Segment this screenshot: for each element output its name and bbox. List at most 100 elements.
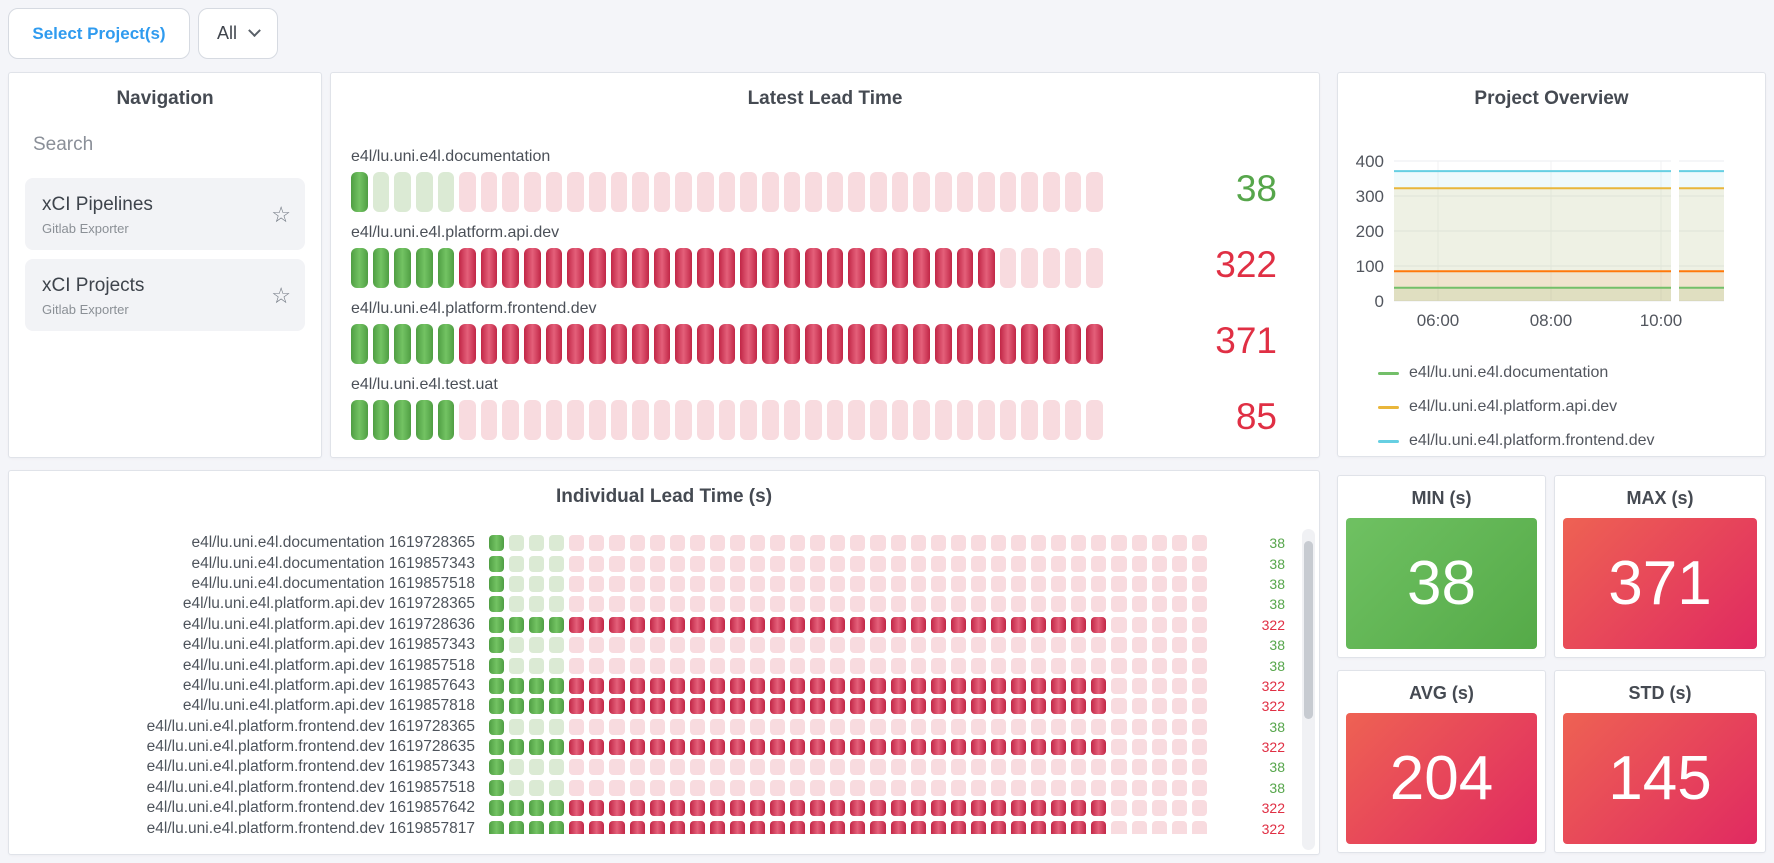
scrollbar-thumb[interactable] [1304, 541, 1313, 719]
gauge-cell-dim-red [770, 575, 786, 592]
gauge-cell-dim-red [569, 759, 585, 776]
gauge-cell-dim-red [740, 400, 757, 440]
latest-lead-time-panel: Latest Lead Time e4l/lu.uni.e4l.document… [330, 72, 1320, 458]
gauge-cell-dim-red [750, 555, 766, 572]
gauge-cell-dim-red [1171, 718, 1187, 735]
gauge-cell-dim-red [870, 718, 886, 735]
gauge-cell-on-red [1011, 739, 1027, 756]
individual-value: 38 [1269, 779, 1285, 796]
nav-item-xci-projects[interactable]: xCI Projects Gitlab Exporter ☆ [25, 259, 305, 331]
gauge-cell-on-red [589, 677, 605, 694]
legend-item[interactable]: e4l/lu.uni.e4l.platform.frontend.dev [1378, 424, 1757, 456]
select-projects-button[interactable]: Select Project(s) [8, 8, 190, 59]
star-icon[interactable]: ☆ [271, 282, 291, 308]
star-icon[interactable]: ☆ [271, 201, 291, 227]
gauge-cell-on-red [629, 677, 645, 694]
gauge-cell-on-red [1011, 800, 1027, 817]
gauge-cell-dim-red [1111, 657, 1127, 674]
individual-row: e4l/lu.uni.e4l.platform.frontend.dev 161… [23, 757, 1285, 777]
gauge-cell-dim-red [870, 759, 886, 776]
gauge-cell-dim-red [1051, 555, 1067, 572]
search-input[interactable] [33, 134, 293, 156]
gauge-cell-dim-red [850, 555, 866, 572]
gauge-cell-dim-red [830, 759, 846, 776]
gauge-cell-dim-red [459, 400, 476, 440]
gauge-cell-on-green [489, 759, 505, 776]
nav-item-xci-pipelines[interactable]: xCI Pipelines Gitlab Exporter ☆ [25, 178, 305, 250]
gauge-cell-dim-red [689, 657, 705, 674]
svg-text:400: 400 [1356, 152, 1384, 171]
gauge-cell-dim-red [1091, 555, 1107, 572]
gauge-cell-on-red [609, 820, 625, 834]
legend-series-label: e4l/lu.uni.e4l.documentation [1409, 364, 1609, 381]
project-label: e4l/lu.uni.e4l.documentation [351, 148, 551, 165]
gauge-cell-dim-red [632, 172, 649, 212]
gauge-cell-on-red [750, 820, 766, 834]
gauge-cell-on-green [549, 820, 565, 834]
individual-lead-time-panel: Individual Lead Time (s) e4l/lu.uni.e4l.… [8, 470, 1320, 855]
stat-value-block: 204 [1346, 713, 1537, 844]
nav-item-subtitle: Gitlab Exporter [42, 221, 129, 236]
legend-item[interactable]: e4l/lu.uni.e4l.documentation [1378, 356, 1757, 390]
scrollbar-track[interactable] [1302, 529, 1315, 850]
project-overview-chart: 0 100 200 300 400 06:00 08:00 10:00 [1338, 73, 1765, 348]
gauge-cell-dim-red [750, 657, 766, 674]
gauge-cell-dim-red [850, 535, 866, 552]
stat-panel-title: MIN (s) [1411, 488, 1472, 508]
gauge-cell-dim-red [810, 596, 826, 613]
gauge-cell-on-red [790, 698, 806, 715]
gauge-cell-on-green [509, 698, 525, 715]
gauge-cell-dim-red [850, 637, 866, 654]
gauge-cell-dim-red [1171, 739, 1187, 756]
gauge-cell-dim-red [567, 172, 584, 212]
gauge-cell-dim-red [750, 535, 766, 552]
gauge-cell-dim-red [1131, 555, 1147, 572]
gauge-cell-dim-red [1071, 535, 1087, 552]
gauge-cell-on-red [1031, 739, 1047, 756]
gauge-cell-dim-red [1131, 718, 1147, 735]
gauge-cell-on-red [689, 820, 705, 834]
gauge-cell-on-red [810, 820, 826, 834]
gauge-cell-dim-red [1191, 698, 1207, 715]
gauge-cell-dim-red [569, 657, 585, 674]
gauge-cell-dim-red [569, 637, 585, 654]
gauge-cell-dim-red [910, 535, 926, 552]
gauge-cell-on-red [1031, 800, 1047, 817]
gauge-cell-on-red [653, 248, 671, 288]
gauge-cell-dim-red [930, 759, 946, 776]
gauge-cell-dim-red [1171, 616, 1187, 633]
individual-value: 38 [1269, 657, 1285, 674]
gauge-cell-on-green [509, 677, 525, 694]
gauge-cell-dim-green [529, 759, 545, 776]
gauge-cell-dim-green [509, 779, 525, 796]
gauge-cell-dim-red [1031, 596, 1047, 613]
gauge-cell-dim-red [970, 718, 986, 735]
gauge-cell-dim-red [870, 657, 886, 674]
nav-item-subtitle: Gitlab Exporter [42, 302, 129, 317]
gauge-cell-on-red [910, 800, 926, 817]
gauge-cell-on-red [459, 324, 476, 364]
gauge-cell-on-red [750, 698, 766, 715]
gauge-cell-on-red [978, 324, 995, 364]
individual-gauge [489, 637, 1207, 654]
gauge-cell-on-red [910, 698, 926, 715]
gauge-cell-dim-green [509, 759, 525, 776]
project-filter-dropdown[interactable]: All [198, 8, 279, 59]
gauge-cell-dim-red [1151, 637, 1167, 654]
gauge-cell-on-red [990, 820, 1007, 834]
latest-lead-time-title: Latest Lead Time [747, 88, 903, 109]
stat-panel-min: MIN (s) 38 [1337, 475, 1546, 658]
gauge-cell-on-red [502, 324, 519, 364]
gauge-cell-on-green [489, 739, 505, 756]
gauge-cell-on-red [848, 324, 865, 364]
legend-item[interactable]: e4l/lu.uni.e4l.platform.api.dev [1378, 390, 1757, 424]
gauge-cell-on-red [870, 698, 886, 715]
gauge-cell-dim-red [830, 555, 846, 572]
gauge-cell-on-green [509, 820, 525, 834]
gauge-cell-dim-red [1191, 575, 1207, 592]
gauge-cell-dim-red [569, 718, 585, 735]
gauge-cell-dim-red [990, 555, 1007, 572]
individual-row: e4l/lu.uni.e4l.documentation 1619857343 3… [23, 553, 1285, 573]
gauge-cell-dim-red [669, 596, 685, 613]
gauge-cell-dim-red [1191, 739, 1207, 756]
